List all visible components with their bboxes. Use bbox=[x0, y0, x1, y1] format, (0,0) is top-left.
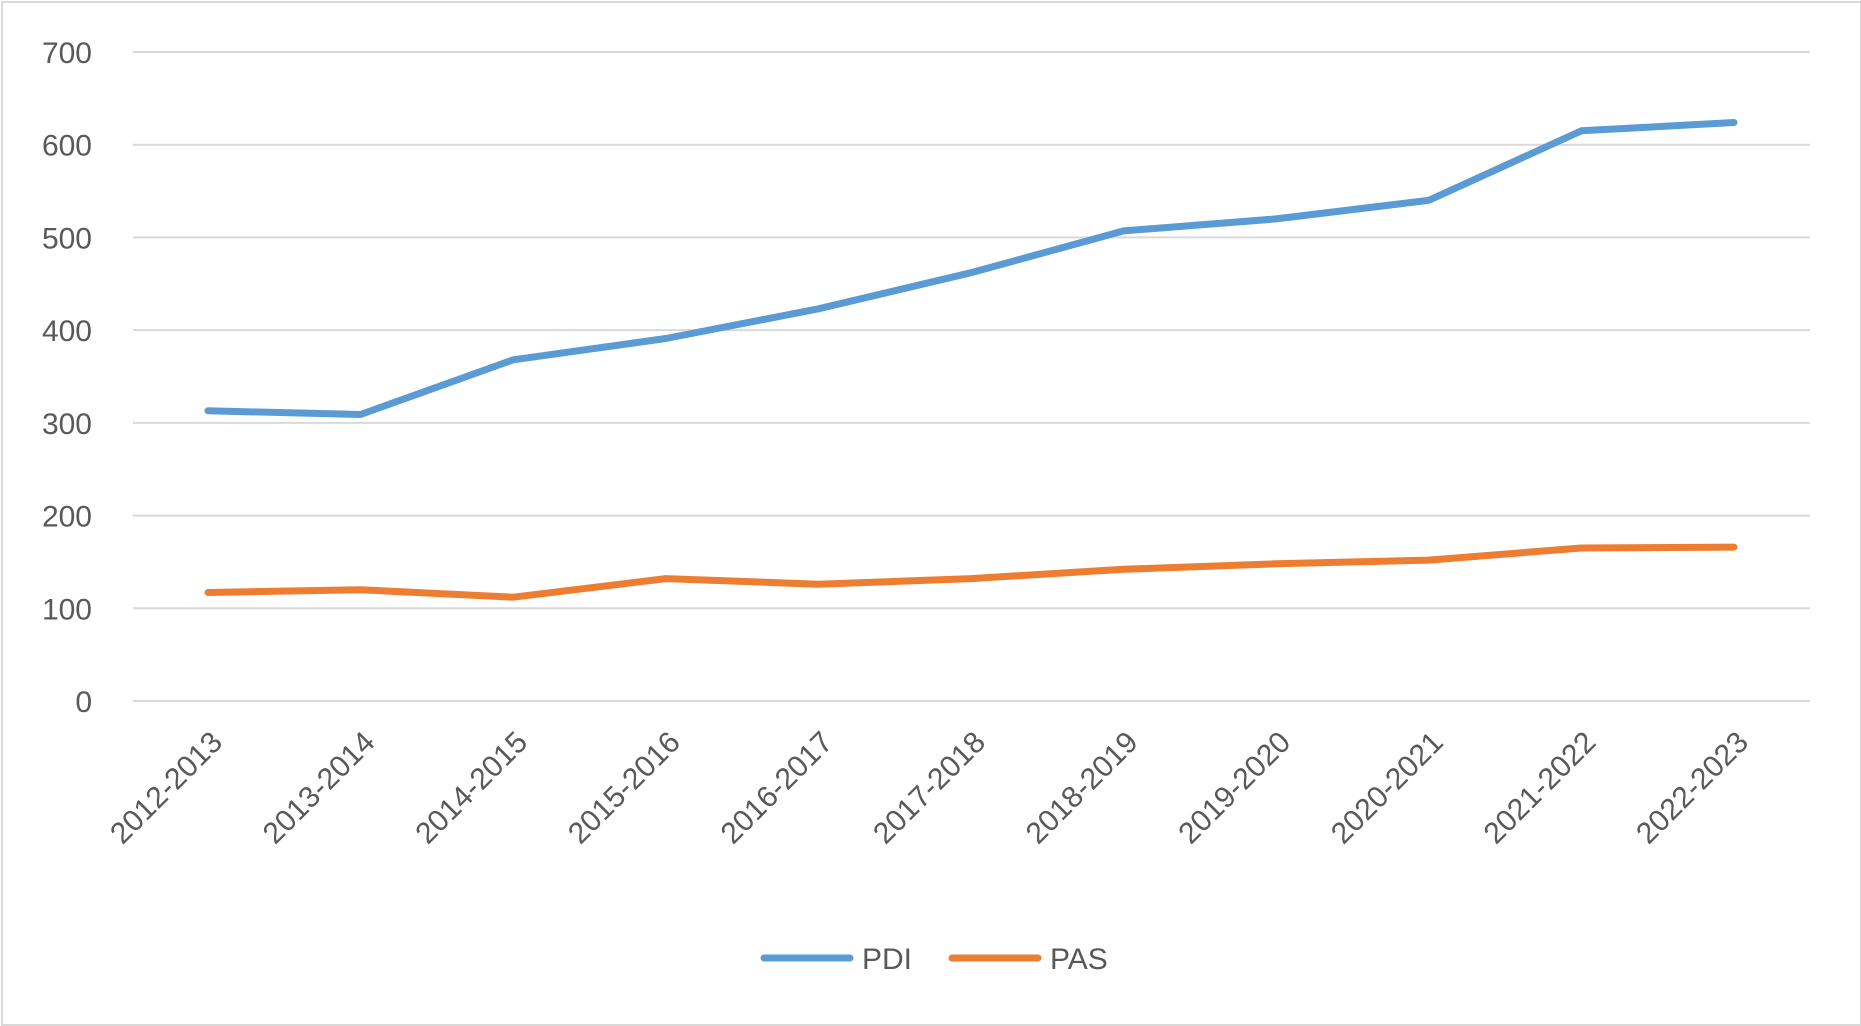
legend-label-pdi: PDI bbox=[862, 943, 912, 976]
y-tick-label: 200 bbox=[42, 501, 92, 534]
gridlines bbox=[133, 51, 1810, 702]
x-tick-label: 2017-2018 bbox=[867, 726, 992, 851]
x-tick-label: 2016-2017 bbox=[715, 726, 840, 851]
x-tick-label: 2021-2022 bbox=[1478, 726, 1603, 851]
y-tick-label: 600 bbox=[42, 130, 92, 163]
y-tick-label: 100 bbox=[42, 593, 92, 626]
y-axis-tick-labels: 0 100 200 300 400 500 600 700 bbox=[42, 37, 92, 719]
y-tick-label: 0 bbox=[75, 686, 92, 719]
x-tick-label: 2018-2019 bbox=[1020, 726, 1145, 851]
legend-label-pas: PAS bbox=[1050, 943, 1108, 976]
y-tick-label: 300 bbox=[42, 408, 92, 441]
x-tick-label: 2012-2013 bbox=[104, 726, 229, 851]
series-line-pdi bbox=[204, 119, 1738, 418]
x-tick-label: 2014-2015 bbox=[409, 726, 534, 851]
y-tick-label: 700 bbox=[42, 37, 92, 70]
y-tick-label: 400 bbox=[42, 315, 92, 348]
y-tick-label: 500 bbox=[42, 222, 92, 255]
x-axis-tick-labels: 2012-2013 2013-2014 2014-2015 2015-2016 2016… bbox=[104, 726, 1755, 851]
x-tick-label: 2020-2021 bbox=[1325, 726, 1450, 851]
legend: PDI PAS bbox=[760, 943, 1108, 976]
series-line-pas bbox=[204, 543, 1738, 601]
x-tick-label: 2015-2016 bbox=[562, 726, 687, 851]
x-tick-label: 2019-2020 bbox=[1172, 726, 1297, 851]
series-lines bbox=[204, 119, 1738, 601]
x-tick-label: 2013-2014 bbox=[257, 726, 382, 851]
x-tick-label: 2022-2023 bbox=[1630, 726, 1755, 851]
